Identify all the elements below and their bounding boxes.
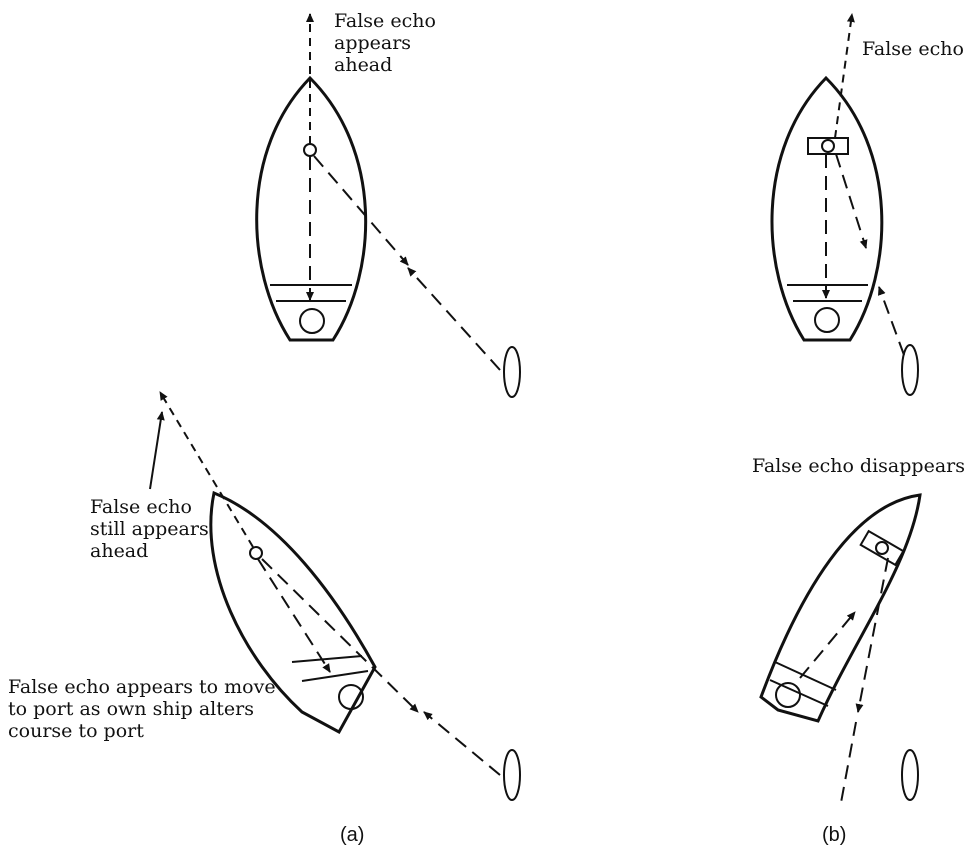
panel-a-bottom [149, 391, 521, 801]
ship-b-bottom-hull [759, 493, 922, 723]
target-ship-b-bottom [901, 749, 919, 801]
label-false-echo-still-appears-ahead: False echo still appears ahead [90, 496, 209, 562]
ship-a-bottom-stern-line-1 [291, 655, 363, 663]
label-false-echo-moves-to-port: False echo appears to move to port as ow… [8, 676, 276, 742]
reflection-path-to-mast-a-bottom [257, 558, 331, 673]
ship-a-top-funnel [299, 308, 325, 334]
label-false-echo-b-top: False echo [862, 38, 964, 60]
ship-a-bottom-stern-line-2 [301, 670, 369, 682]
ship-b-top-radar-scanner [821, 139, 835, 153]
panel-b-bottom [759, 493, 922, 809]
ship-a-bottom-radar-scanner [249, 546, 263, 560]
panel-b-top [770, 13, 919, 396]
leader-false-echo-still-ahead [149, 411, 165, 490]
label-false-echo-appears-ahead: False echo appears ahead [334, 10, 436, 76]
ship-b-bottom-radar-scanner [875, 541, 889, 555]
ship-b-bottom-stern-line-1 [774, 661, 837, 691]
ship-a-top-hull [255, 75, 368, 342]
false-echo-bearing-line-a-bottom [159, 391, 254, 548]
caption-a: (a) [340, 824, 365, 846]
ship-b-top-funnel [814, 307, 840, 333]
target-ship-a-bottom [503, 749, 521, 801]
echo-return-path-a-top [407, 267, 501, 371]
target-ship-a-top [503, 346, 521, 398]
ship-b-bottom-funnel [775, 682, 801, 708]
ship-a-bottom-hull [209, 490, 377, 735]
echo-path-to-target-b-top [835, 153, 868, 249]
echo-return-path-b-top [878, 286, 905, 356]
echo-path-away-b-bottom [855, 557, 889, 713]
panel-a-top [255, 13, 521, 398]
label-false-echo-disappears: False echo disappears [752, 455, 965, 477]
echo-continuation-b-bottom [839, 721, 857, 809]
caption-b: (b) [822, 824, 847, 846]
echo-path-to-target-a-bottom [261, 558, 419, 713]
echo-return-path-a-bottom [423, 711, 501, 776]
false-echo-bearing-line-b-top [834, 13, 855, 139]
target-ship-b-top [901, 344, 919, 396]
ship-a-bottom-funnel [338, 684, 364, 710]
echo-path-to-mast-b-bottom [799, 611, 856, 679]
ship-b-top-radar-platform [807, 137, 849, 155]
ship-b-bottom-radar-platform [859, 529, 905, 567]
echo-path-to-target-a-top [313, 155, 409, 266]
